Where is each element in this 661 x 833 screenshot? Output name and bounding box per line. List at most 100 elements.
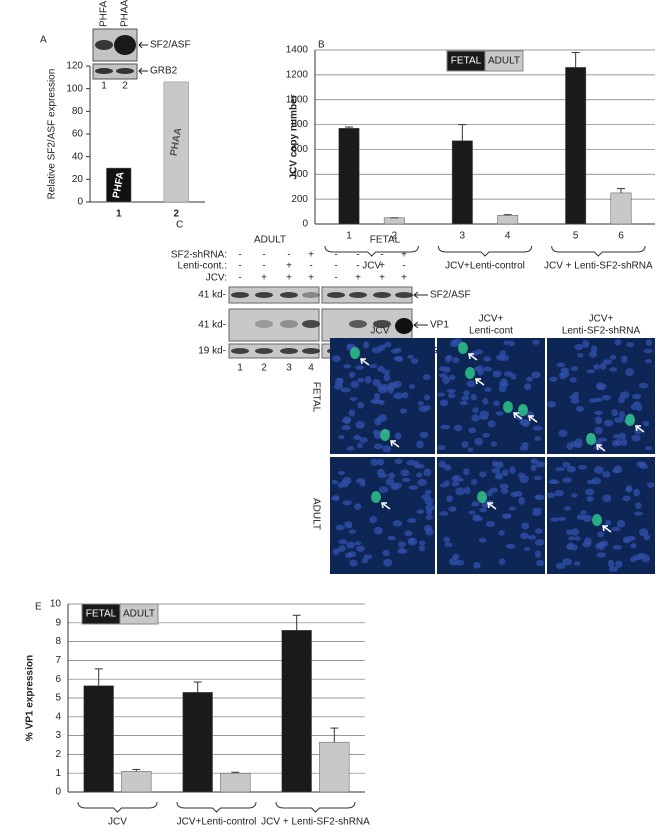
blot-band	[349, 292, 367, 298]
nucleus	[338, 470, 345, 476]
nucleus	[513, 490, 523, 497]
row-label: FETAL	[310, 382, 321, 413]
nucleus	[426, 507, 433, 516]
legend-label: ADULT	[123, 609, 155, 620]
y-tick-label: 400	[291, 169, 308, 180]
nucleus	[526, 376, 534, 382]
infected-cell	[625, 414, 635, 426]
nucleus	[388, 472, 396, 479]
nucleus	[364, 375, 372, 384]
group-label: JCV + Lenti-SF2-shRNA	[261, 817, 370, 828]
sign: -	[356, 261, 359, 272]
nucleus	[471, 501, 480, 507]
nucleus	[533, 475, 543, 481]
nucleus	[332, 548, 340, 556]
column-label: JCV+	[479, 314, 504, 325]
nucleus	[612, 440, 619, 447]
sign: -	[262, 250, 265, 261]
bar-label: PHAA	[169, 127, 185, 157]
nucleus	[392, 520, 403, 527]
nucleus	[593, 363, 601, 370]
nucleus	[359, 437, 368, 443]
nucleus	[574, 344, 584, 351]
nucleus	[468, 510, 476, 515]
nucleus	[423, 468, 432, 477]
band-label: VP1	[430, 320, 449, 331]
nucleus	[377, 366, 385, 373]
nucleus	[398, 547, 405, 553]
y-tick-label: 4	[55, 711, 61, 722]
panel-letter: E	[35, 602, 42, 613]
nucleus	[556, 516, 567, 521]
nucleus	[331, 355, 341, 363]
nucleus	[567, 542, 575, 551]
nucleus	[443, 464, 452, 471]
legend-label: FETAL	[86, 609, 117, 620]
y-tick-label: 0	[55, 787, 61, 798]
x-tick-label: 1	[116, 209, 122, 220]
nucleus	[621, 355, 628, 363]
sign: -	[334, 273, 337, 284]
nucleus	[523, 546, 531, 551]
nucleus	[444, 356, 452, 363]
nucleus	[437, 392, 445, 397]
nucleus	[642, 421, 650, 427]
nucleus	[382, 549, 390, 557]
blot-band	[373, 320, 391, 328]
nucleus	[466, 380, 476, 388]
nucleus	[594, 410, 603, 416]
y-tick-label: 6	[55, 674, 61, 685]
nucleus	[447, 393, 456, 399]
bar-number: 1	[346, 231, 352, 242]
nucleus	[643, 534, 651, 541]
nucleus	[406, 459, 416, 466]
nucleus	[531, 371, 541, 379]
nucleus	[611, 409, 619, 417]
lane-number: 2	[261, 363, 267, 374]
nucleus	[438, 373, 448, 378]
nucleus	[556, 362, 566, 368]
nucleus	[603, 419, 614, 427]
nucleus	[639, 463, 648, 470]
nucleus	[602, 471, 611, 478]
nucleus	[629, 556, 637, 563]
group-label: ADULT	[254, 235, 286, 246]
nucleus	[394, 458, 403, 465]
infected-cell	[458, 342, 468, 354]
nucleus	[371, 347, 382, 354]
blot-band	[116, 68, 134, 74]
nucleus	[442, 376, 450, 384]
nucleus	[404, 530, 413, 537]
nucleus	[332, 495, 340, 502]
nucleus	[348, 409, 356, 417]
nucleus	[463, 468, 470, 476]
nucleus	[580, 510, 587, 515]
nucleus	[570, 397, 580, 404]
y-tick-label: 10	[50, 599, 62, 610]
nucleus	[521, 442, 529, 449]
nucleus	[500, 488, 509, 495]
marker-label: 41 kd-	[198, 320, 226, 331]
blot-band	[231, 348, 249, 354]
nucleus	[341, 482, 349, 488]
infected-cell	[477, 491, 487, 503]
nucleus	[605, 519, 612, 526]
nucleus	[613, 434, 621, 439]
blot-band	[255, 320, 273, 328]
infected-cell	[503, 401, 513, 413]
nucleus	[410, 358, 419, 365]
nucleus	[566, 529, 574, 536]
blot-band	[280, 320, 298, 328]
bar	[281, 630, 312, 793]
nucleus	[614, 417, 624, 423]
nucleus	[439, 511, 449, 516]
bar	[121, 771, 152, 793]
sign: -	[380, 250, 383, 261]
blot-strip	[92, 63, 138, 80]
nucleus	[407, 354, 415, 359]
nucleus	[485, 520, 496, 528]
nucleus	[353, 435, 362, 440]
nucleus	[612, 545, 622, 550]
